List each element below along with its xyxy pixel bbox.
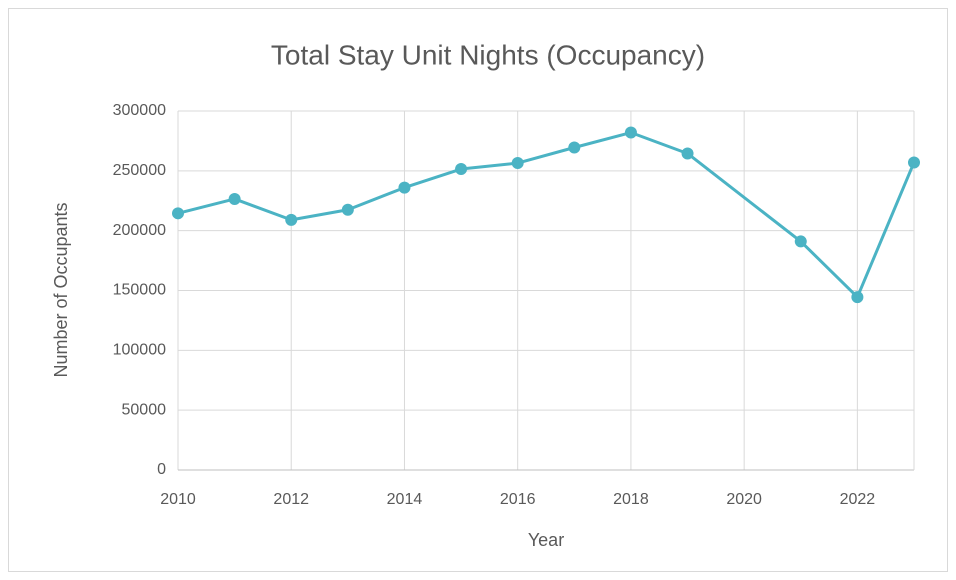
x-tick-label: 2014 <box>387 491 423 508</box>
y-tick-label: 200000 <box>113 222 166 239</box>
data-point <box>285 213 298 226</box>
x-tick-label: 2018 <box>613 491 649 508</box>
y-tick-label: 50000 <box>122 401 167 418</box>
data-point <box>851 291 864 304</box>
data-point <box>228 192 241 205</box>
data-point <box>568 141 581 154</box>
y-tick-label: 250000 <box>113 162 166 179</box>
chart-title: Total Stay Unit Nights (Occupancy) <box>271 39 705 70</box>
y-tick-label: 0 <box>157 461 166 478</box>
data-point <box>455 163 468 176</box>
x-tick-label: 2010 <box>160 491 196 508</box>
data-point <box>341 203 354 216</box>
data-point <box>794 235 807 248</box>
x-axis-label: Year <box>528 530 564 550</box>
data-point <box>681 147 694 160</box>
x-tick-label: 2016 <box>500 491 536 508</box>
data-point <box>172 207 184 220</box>
y-axis-label: Number of Occupants <box>51 202 71 377</box>
data-point <box>908 156 920 169</box>
y-tick-label: 100000 <box>113 342 166 359</box>
x-tick-label: 2022 <box>840 491 876 508</box>
data-point <box>511 157 524 170</box>
y-tick-label: 150000 <box>113 282 166 299</box>
x-tick-label: 2012 <box>273 491 309 508</box>
data-point <box>398 181 411 194</box>
y-tick-label: 300000 <box>113 102 166 119</box>
data-point <box>624 126 637 139</box>
x-tick-label: 2020 <box>726 491 762 508</box>
